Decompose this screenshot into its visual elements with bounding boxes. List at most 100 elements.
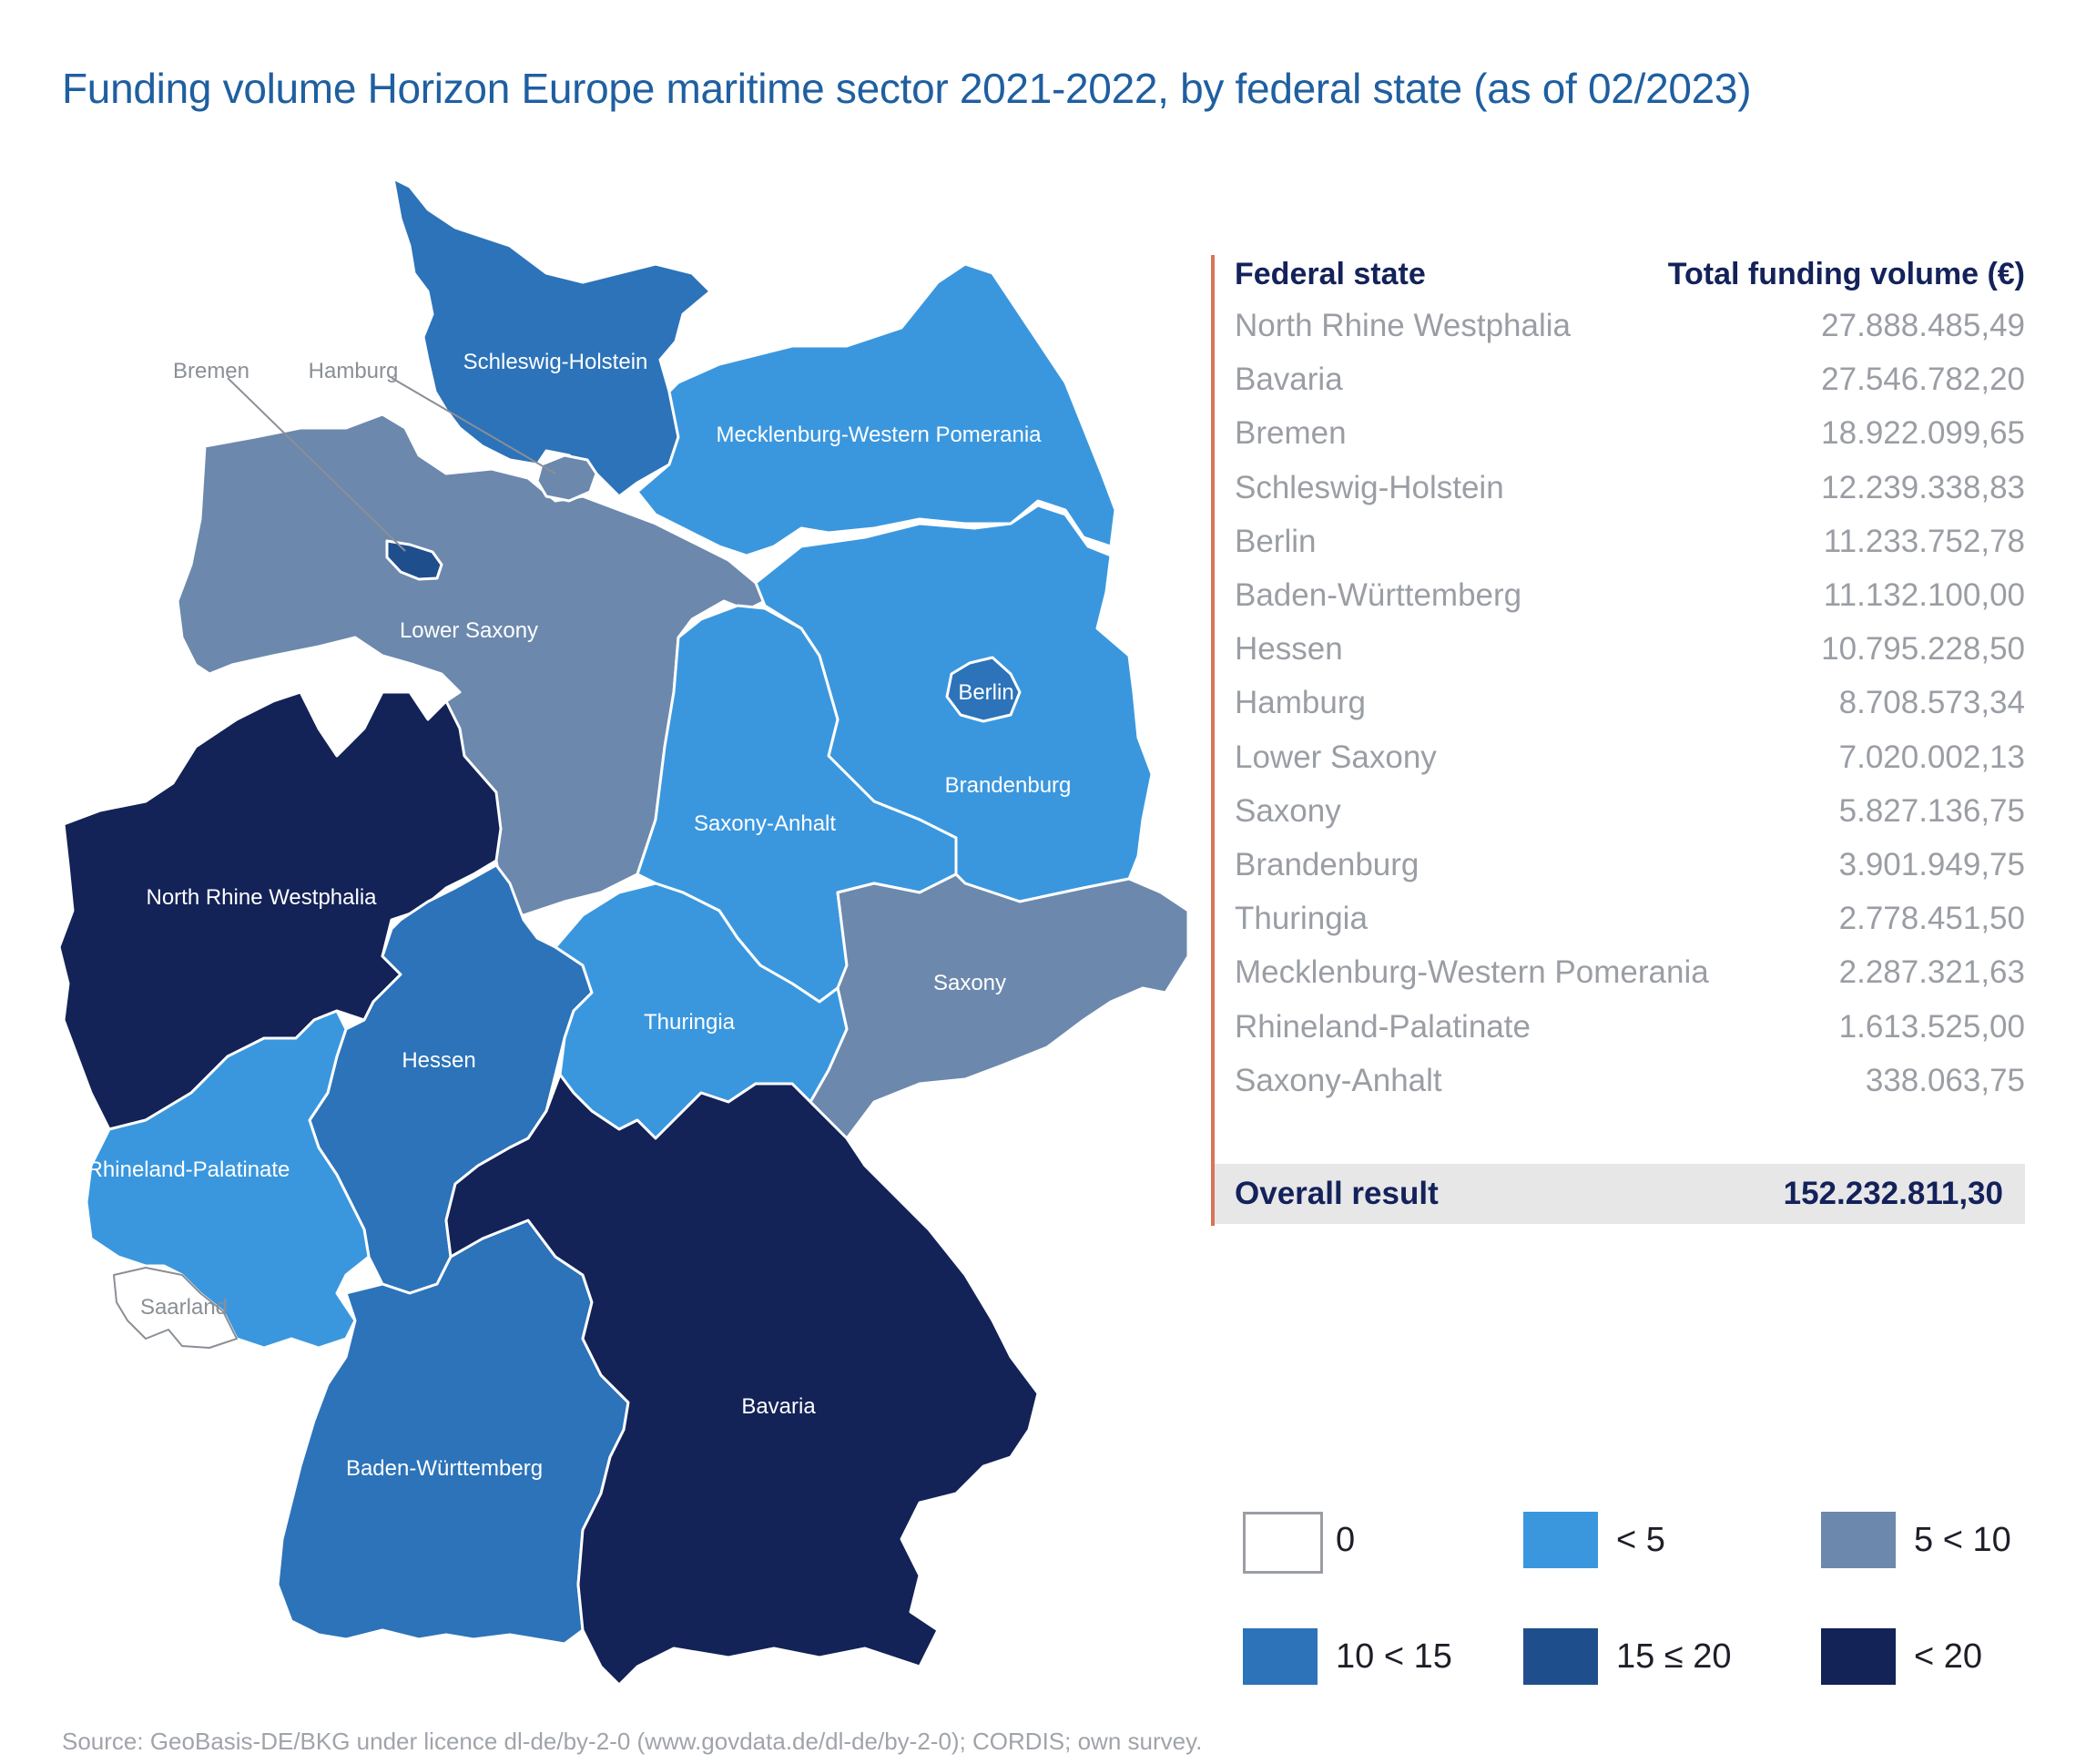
table-row: Baden-Württemberg 11.132.100,00 xyxy=(1235,577,2025,631)
row-state: Baden-Württemberg xyxy=(1235,577,1522,613)
label-lower-saxony: Lower Saxony xyxy=(400,618,538,643)
table-row: Mecklenburg-Western Pomerania 2.287.321,6… xyxy=(1235,954,2025,1008)
legend-label: 15 ≤ 20 xyxy=(1616,1637,1732,1676)
row-value: 27.546.782,20 xyxy=(1821,362,2025,398)
label-mecklenburg: Mecklenburg-Western Pomerania xyxy=(716,423,1042,447)
label-schleswig-holstein: Schleswig-Holstein xyxy=(463,350,648,374)
table-row: Saxony 5.827.136,75 xyxy=(1235,793,2025,847)
row-state: North Rhine Westphalia xyxy=(1235,308,1571,343)
state-rhineland[interactable] xyxy=(85,1009,371,1350)
state-hamburg[interactable] xyxy=(535,454,598,503)
table-row: Brandenburg 3.901.949,75 xyxy=(1235,847,2025,901)
legend-label: < 20 xyxy=(1914,1637,1983,1676)
funding-table: Federal state Total funding volume (€) N… xyxy=(1211,255,2025,1226)
label-hamburg: Hamburg xyxy=(309,359,399,383)
label-saarland: Saarland xyxy=(140,1295,228,1320)
label-saxony-anhalt: Saxony-Anhalt xyxy=(694,811,836,836)
legend-item: 5 < 10 xyxy=(1821,1512,2086,1575)
table-row: Rhineland-Palatinate 1.613.525,00 xyxy=(1235,1009,2025,1063)
row-state: Bavaria xyxy=(1235,362,1343,398)
source-note: Source: GeoBasis-DE/BKG under licence dl… xyxy=(62,1728,1203,1755)
row-state: Berlin xyxy=(1235,523,1317,559)
legend-swatch xyxy=(1821,1628,1896,1685)
label-hessen: Hessen xyxy=(402,1048,475,1073)
table-row: Berlin 11.233.752,78 xyxy=(1235,524,2025,577)
row-state: Thuringia xyxy=(1235,901,1368,937)
table-row: Bavaria 27.546.782,20 xyxy=(1235,362,2025,415)
legend-item: 10 < 15 xyxy=(1243,1628,1643,1692)
label-bavaria: Bavaria xyxy=(741,1394,816,1419)
row-value: 12.239.338,83 xyxy=(1821,469,2025,505)
row-state: Hamburg xyxy=(1235,685,1366,721)
bremen-leader-line xyxy=(227,377,406,552)
state-bremen[interactable] xyxy=(385,539,443,581)
table-row: Thuringia 2.778.451,50 xyxy=(1235,901,2025,954)
row-value: 27.888.485,49 xyxy=(1821,308,2025,343)
label-thuringia: Thuringia xyxy=(644,1010,736,1035)
row-value: 10.795.228,50 xyxy=(1821,631,2025,668)
legend-swatch xyxy=(1523,1512,1598,1568)
label-baden: Baden-Württemberg xyxy=(346,1456,543,1481)
legend-label: < 5 xyxy=(1616,1521,1665,1559)
legend-swatch xyxy=(1243,1512,1323,1574)
state-berlin[interactable] xyxy=(945,656,1022,723)
legend-item: < 20 xyxy=(1821,1628,2086,1692)
label-berlin: Berlin xyxy=(958,680,1013,705)
header-funding-volume: Total funding volume (€) xyxy=(1667,257,2025,291)
state-bavaria[interactable] xyxy=(444,1073,1040,1687)
row-value: 18.922.099,65 xyxy=(1821,415,2025,452)
row-state: Bremen xyxy=(1235,415,1347,452)
row-value: 11.233.752,78 xyxy=(1823,523,2025,559)
row-value: 1.613.525,00 xyxy=(1838,1008,2025,1045)
row-value: 8.708.573,34 xyxy=(1838,685,2025,721)
legend-swatch xyxy=(1821,1512,1896,1568)
label-nrw: North Rhine Westphalia xyxy=(146,885,377,910)
table-row: Saxony-Anhalt 338.063,75 xyxy=(1235,1063,2025,1117)
legend-swatch xyxy=(1243,1628,1318,1685)
row-state: Hessen xyxy=(1235,631,1343,668)
row-value: 11.132.100,00 xyxy=(1823,577,2025,613)
legend-item: 0 xyxy=(1243,1512,1643,1575)
label-bremen: Bremen xyxy=(173,359,249,383)
row-value: 2.287.321,63 xyxy=(1838,954,2025,991)
state-schleswig-holstein[interactable] xyxy=(392,177,712,498)
row-state: Brandenburg xyxy=(1235,847,1419,882)
legend-swatch xyxy=(1523,1628,1598,1685)
total-label: Overall result xyxy=(1235,1176,1439,1211)
row-state: Schleswig-Holstein xyxy=(1235,469,1504,505)
legend-label: 5 < 10 xyxy=(1914,1521,2011,1559)
label-brandenburg: Brandenburg xyxy=(945,773,1072,798)
total-value: 152.232.811,30 xyxy=(1783,1176,2003,1211)
table-row: Hessen 10.795.228,50 xyxy=(1235,631,2025,685)
total-row: Overall result 152.232.811,30 xyxy=(1215,1164,2025,1224)
row-value: 7.020.002,13 xyxy=(1838,739,2025,775)
table-row: Hamburg 8.708.573,34 xyxy=(1235,685,2025,739)
row-state: Lower Saxony xyxy=(1235,739,1437,775)
row-value: 2.778.451,50 xyxy=(1838,901,2025,937)
label-rhineland: Rhineland-Palatinate xyxy=(87,1157,290,1182)
row-value: 5.827.136,75 xyxy=(1838,792,2025,829)
state-lower-saxony[interactable] xyxy=(176,413,767,917)
row-state: Saxony xyxy=(1235,792,1341,829)
legend-item: < 5 xyxy=(1523,1512,1924,1575)
table-row: Schleswig-Holstein 12.239.338,83 xyxy=(1235,470,2025,524)
table-row: North Rhine Westphalia 27.888.485,49 xyxy=(1235,308,2025,362)
legend-item: 15 ≤ 20 xyxy=(1523,1628,1924,1692)
row-state: Saxony-Anhalt xyxy=(1235,1062,1442,1098)
row-value: 338.063,75 xyxy=(1865,1062,2025,1098)
header-federal-state: Federal state xyxy=(1235,257,1426,291)
row-state: Rhineland-Palatinate xyxy=(1235,1008,1531,1045)
hamburg-leader-line xyxy=(391,377,556,474)
state-mecklenburg[interactable] xyxy=(636,262,1117,557)
table-row: Lower Saxony 7.020.002,13 xyxy=(1235,739,2025,793)
row-state: Mecklenburg-Western Pomerania xyxy=(1235,954,1709,991)
label-saxony: Saxony xyxy=(933,971,1006,995)
state-saarland[interactable] xyxy=(113,1267,238,1349)
row-value: 3.901.949,75 xyxy=(1838,847,2025,882)
page-title: Funding volume Horizon Europe maritime s… xyxy=(62,65,1752,112)
state-saxony[interactable] xyxy=(809,872,1190,1140)
legend-label: 0 xyxy=(1336,1521,1356,1559)
legend-label: 10 < 15 xyxy=(1336,1637,1452,1676)
table-row: Bremen 18.922.099,65 xyxy=(1235,415,2025,469)
